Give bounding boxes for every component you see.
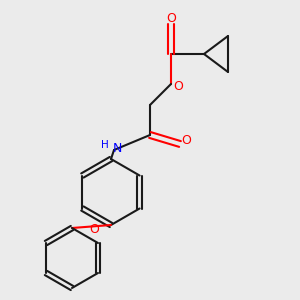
Text: N: N (112, 142, 122, 155)
Text: O: O (90, 223, 99, 236)
Text: O: O (174, 80, 183, 94)
Text: O: O (181, 134, 191, 148)
Text: H: H (101, 140, 109, 151)
Text: O: O (166, 11, 176, 25)
